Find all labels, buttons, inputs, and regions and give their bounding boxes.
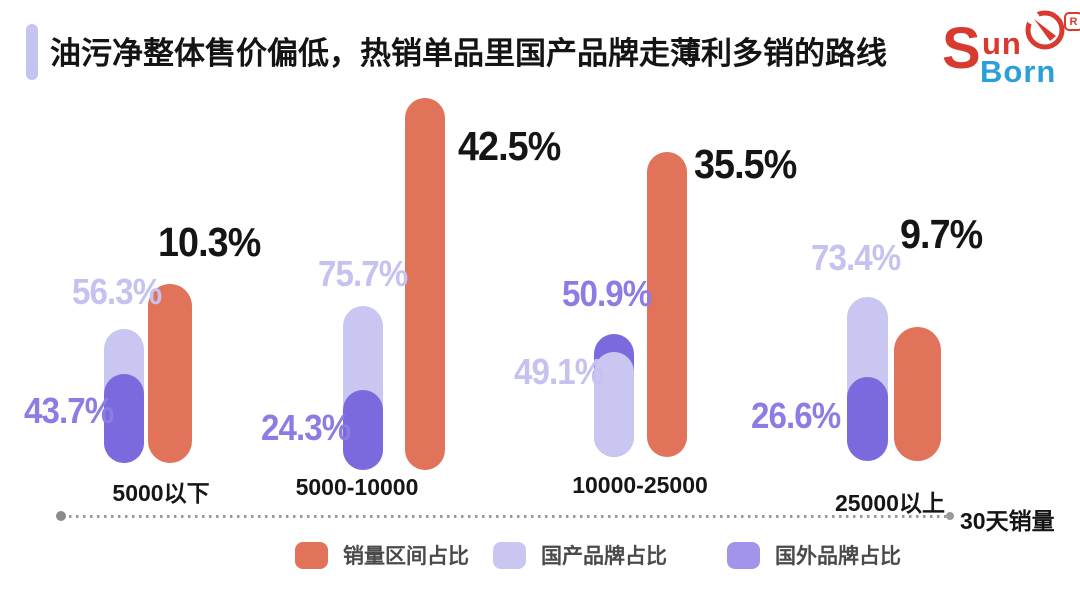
value-label-foreign-brand: 24.3% (261, 407, 351, 448)
x-axis-line (62, 515, 946, 518)
legend-item-domestic-brand: 国产品牌占比 (493, 540, 667, 570)
value-label-sales-range: 35.5% (694, 141, 797, 187)
value-label-sales-range: 42.5% (458, 123, 561, 169)
category-label: 5000以下 (112, 480, 210, 506)
value-label-foreign-brand: 26.6% (751, 395, 841, 436)
value-label-foreign-brand: 43.7% (24, 390, 114, 431)
bar-sales-range-share (405, 98, 445, 470)
legend-label-sales-range: 销量区间占比 (343, 545, 469, 568)
legend-swatch-sales-range (295, 541, 328, 569)
legend-swatch-domestic-brand (493, 541, 526, 569)
legend-label-foreign-brand: 国外品牌占比 (775, 545, 901, 568)
value-label-domestic-brand: 73.4% (811, 237, 901, 278)
bar-sales-range-share (894, 327, 941, 461)
bar-sales-range-share (647, 152, 687, 457)
bar-sales-range-share (148, 284, 192, 463)
logo-letter-s: S (942, 16, 981, 81)
bar-domestic-brand-share (594, 352, 634, 457)
legend-swatch-foreign-brand (727, 541, 760, 569)
registered-trademark-icon: R (1064, 12, 1080, 31)
category-label: 25000以上 (835, 490, 945, 516)
value-label-sales-range: 9.7% (900, 211, 983, 257)
category-label: 10000-25000 (572, 472, 708, 498)
value-label-domestic-brand: 49.1% (514, 351, 604, 392)
value-label-sales-range: 10.3% (158, 219, 261, 265)
x-axis-end-dot (946, 512, 954, 520)
value-label-foreign-brand: 50.9% (562, 273, 652, 314)
brand-logo: S un Born R (938, 4, 1080, 92)
value-label-domestic-brand: 56.3% (72, 271, 162, 312)
legend-item-foreign-brand: 国外品牌占比 (727, 540, 901, 570)
logo-text-un: un (982, 26, 1022, 61)
x-axis-start-dot (56, 511, 66, 521)
sun-circle-icon (1022, 6, 1068, 57)
category-label: 5000-10000 (295, 474, 419, 500)
title-accent-bar (26, 24, 38, 80)
bar-foreign-brand-share (847, 377, 888, 461)
value-label-domestic-brand: 75.7% (318, 253, 408, 294)
page-title: 油污净整体售价偏低，热销单品里国产品牌走薄利多销的路线 (50, 36, 887, 71)
bar-foreign-brand-share (104, 374, 144, 463)
legend-item-sales-range: 销量区间占比 (295, 540, 469, 570)
x-axis-label: 30天销量 (960, 508, 1055, 534)
chart-legend: 销量区间占比 国产品牌占比 国外品牌占比 (0, 538, 1080, 572)
logo-text-born: Born (980, 54, 1057, 89)
legend-label-domestic-brand: 国产品牌占比 (541, 545, 667, 568)
bar-foreign-brand-share (343, 390, 383, 470)
